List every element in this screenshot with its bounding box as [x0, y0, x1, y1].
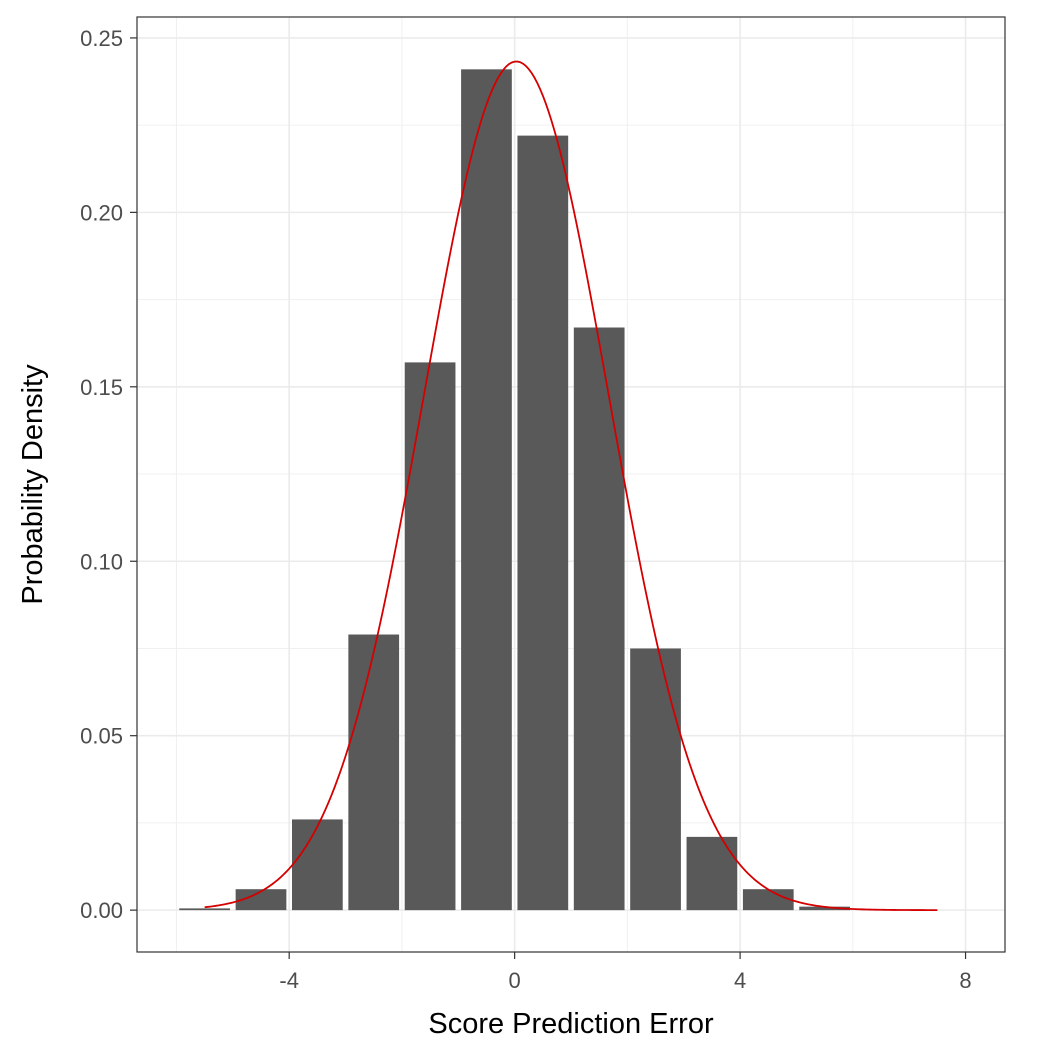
y-axis-ticks: 0.00 0.05 0.10 0.15 0.20 0.25: [80, 26, 137, 923]
y-tick-label: 0.05: [80, 724, 123, 749]
y-tick-label: 0.25: [80, 26, 123, 51]
histogram-bar: [348, 634, 400, 911]
histogram-bar: [235, 889, 287, 911]
y-axis-title: Probability Density: [17, 364, 49, 605]
x-tick-label: -4: [279, 968, 299, 993]
major-gridlines: [137, 17, 1005, 952]
histogram-bars: [179, 69, 850, 911]
panel-border: [136, 16, 1006, 953]
density-curve-layer: [204, 60, 938, 912]
x-tick-label: 8: [959, 968, 971, 993]
x-axis-title: Score Prediction Error: [428, 1008, 714, 1040]
histogram-bar: [517, 135, 569, 911]
y-tick-label: 0.10: [80, 549, 123, 574]
y-tick-label: 0.20: [80, 200, 123, 225]
x-tick-label: 0: [509, 968, 521, 993]
y-tick-label: 0.00: [80, 898, 123, 923]
histogram-bar: [404, 362, 456, 911]
histogram-bar: [573, 327, 625, 911]
minor-gridlines: [137, 17, 1005, 952]
histogram-bar: [630, 648, 681, 911]
histogram-bar: [179, 908, 230, 911]
normal-density-curve: [204, 60, 938, 912]
histogram-bar: [461, 69, 512, 911]
histogram-bar: [742, 889, 794, 911]
histogram-bar: [292, 819, 343, 911]
histogram-bar: [686, 836, 738, 911]
y-tick-label: 0.15: [80, 375, 123, 400]
x-tick-label: 4: [734, 968, 746, 993]
x-axis-ticks: -4 0 4 8: [279, 952, 972, 993]
histogram-bar: [799, 906, 850, 911]
